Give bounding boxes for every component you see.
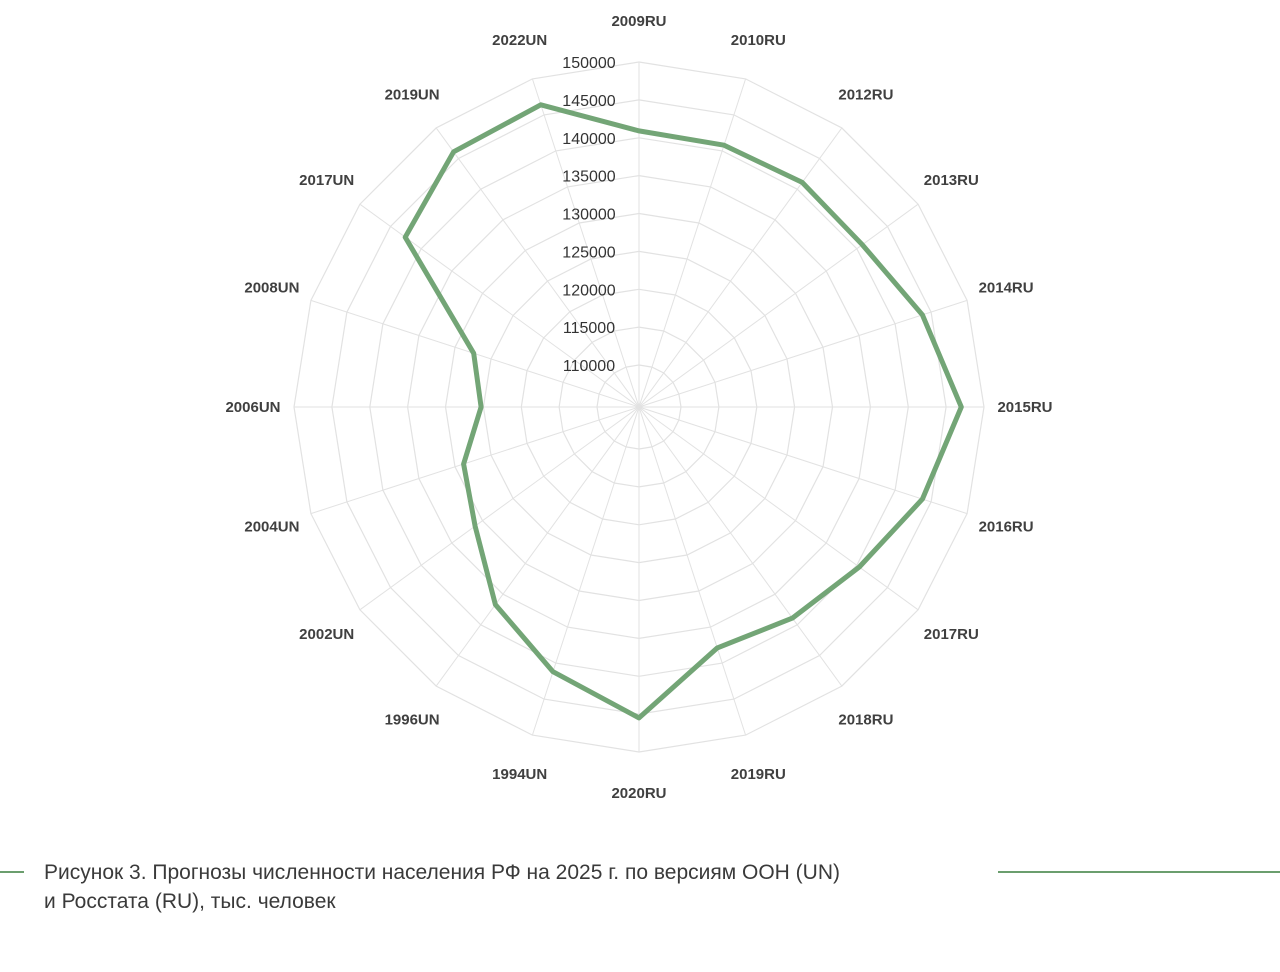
figure-caption: Рисунок 3. Прогнозы численности населени…	[44, 858, 984, 916]
category-label: 2018RU	[838, 711, 893, 728]
grid-spoke	[310, 406, 640, 515]
grid-spoke	[359, 203, 640, 408]
category-label: 2016RU	[979, 518, 1034, 535]
category-label: 2010RU	[731, 32, 786, 49]
axis-tick-label: 115000	[563, 320, 615, 337]
grid-spoke	[638, 78, 747, 408]
category-label: 2002UN	[299, 626, 354, 643]
axis-tick-label: 140000	[562, 131, 615, 148]
grid-spoke	[638, 203, 919, 408]
grid-spoke	[638, 406, 919, 611]
category-label: 2019UN	[385, 87, 440, 104]
grid-spoke	[638, 406, 843, 687]
grid-spoke	[638, 406, 968, 515]
category-label: 2004UN	[244, 518, 299, 535]
caption-rule-left	[0, 871, 24, 873]
axis-tick-label: 110000	[563, 358, 615, 375]
radar-chart-svg: 2009RU 2010RU 2012RU 2013RU 2014RU 2015RU 2016…	[225, 13, 1052, 802]
category-label: 2014RU	[979, 280, 1034, 297]
category-label: 2013RU	[924, 172, 979, 189]
category-label: 2008UN	[244, 280, 299, 297]
category-label: 1994UN	[492, 766, 547, 783]
grid-spoke	[531, 406, 640, 736]
caption-rule-right	[998, 871, 1280, 873]
caption-line-1: Рисунок 3. Прогнозы численности населени…	[44, 861, 841, 884]
caption-row: Рисунок 3. Прогнозы численности населени…	[0, 852, 1280, 922]
grid-spoke	[638, 299, 968, 408]
axis-tick-label: 135000	[562, 169, 615, 186]
grid-spoke	[435, 127, 640, 408]
series-line	[402, 102, 964, 721]
caption-line-2: и Росстата (RU), тыс. человек	[44, 890, 336, 913]
category-label: 2019RU	[731, 766, 786, 783]
category-label: 2022UN	[492, 32, 547, 49]
grid-spoke	[359, 406, 640, 611]
grid-spoke	[531, 78, 640, 408]
category-label: 2017RU	[924, 626, 979, 643]
axis-tick-label: 120000	[562, 282, 615, 299]
axis-tick-label: 145000	[562, 93, 615, 110]
grid-spoke	[638, 127, 843, 408]
category-label: 2009RU	[611, 13, 666, 30]
grid-spoke	[435, 406, 640, 687]
category-label: 1996UN	[385, 711, 440, 728]
grid-spoke	[638, 406, 747, 736]
category-label: 2020RU	[611, 785, 666, 802]
axis-tick-label: 125000	[562, 244, 615, 261]
category-label: 2006UN	[225, 399, 280, 416]
radar-chart: 2009RU 2010RU 2012RU 2013RU 2014RU 2015RU 2016…	[225, 13, 1052, 802]
category-label: 2012RU	[838, 87, 893, 104]
axis-tick-label: 130000	[562, 207, 615, 224]
category-label: 2017UN	[299, 172, 354, 189]
category-label: 2015RU	[997, 399, 1052, 416]
axis-tick-label: 150000	[562, 55, 615, 72]
